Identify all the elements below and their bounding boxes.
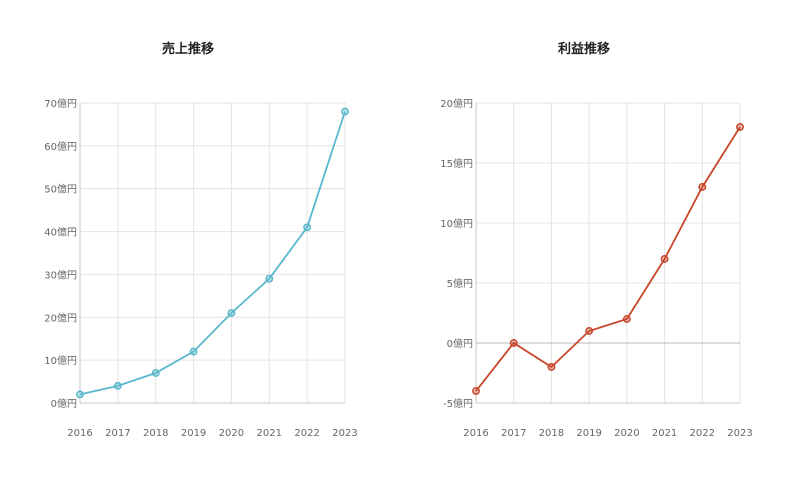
profit-x-tick-label: 2021 (652, 428, 677, 439)
sales-y-tick-label: 10億円 (44, 354, 77, 367)
sales-data-point (189, 347, 198, 356)
profit-y-tick-label: -5億円 (443, 397, 473, 410)
profit-y-tick-label: 5億円 (447, 277, 473, 290)
profit-x-tick-label: 2020 (614, 428, 639, 439)
profit-chart-title: 利益推移 (558, 41, 610, 57)
sales-data-point (265, 274, 274, 283)
profit-data-point (547, 363, 556, 371)
sales-y-tick-label: 20億円 (44, 311, 77, 324)
sales-y-tick-label: 30億円 (44, 268, 77, 281)
profit-x-tick-label: 2023 (727, 428, 752, 439)
sales-x-tick-label: 2021 (257, 428, 282, 439)
profit-data-point (736, 123, 744, 131)
profit-x-tick-label: 2016 (463, 428, 488, 439)
profit-data-point (509, 339, 518, 347)
sales-y-tick-label: 60億円 (44, 140, 77, 153)
sales-chart-title: 売上推移 (162, 41, 214, 57)
sales-data-point (151, 369, 160, 377)
sales-x-tick-label: 2020 (219, 428, 244, 439)
profit-x-tick-label: 2019 (576, 428, 601, 439)
profit-chart: 利益推移 -5億円 0億円 5億円 10億円 15億円 20億円 2016 2017 2018 20… (440, 41, 752, 439)
profit-data-point (622, 315, 631, 323)
profit-y-tick-label: 10億円 (440, 217, 473, 230)
sales-data-point (113, 381, 122, 390)
profit-data-point (660, 255, 669, 263)
sales-data-point (227, 309, 236, 317)
sales-y-tick-label: 40億円 (44, 226, 77, 239)
profit-y-tick-label: 0億円 (447, 337, 473, 350)
sales-x-tick-label: 2019 (181, 428, 206, 439)
sales-x-tick-label: 2022 (294, 428, 319, 439)
sales-y-tick-label: 50億円 (44, 183, 77, 196)
sales-y-tick-label: 70億円 (44, 97, 77, 110)
sales-x-tick-label: 2016 (67, 428, 92, 439)
sales-x-tick-label: 2017 (105, 428, 130, 439)
profit-data-point (472, 387, 480, 395)
sales-data-point (303, 223, 312, 232)
sales-series-line (79, 111, 346, 396)
sales-data-point (76, 390, 84, 399)
profit-data-point (585, 327, 594, 335)
sales-chart: 売上推移 0億円 10億円 20億円 30億円 40億円 50億円 60億円 70億円 2016 2… (44, 41, 357, 439)
sales-x-tick-label: 2023 (332, 428, 357, 439)
profit-data-point (698, 183, 707, 191)
sales-data-point (341, 107, 349, 116)
sales-y-tick-label: 0億円 (51, 397, 77, 410)
sales-x-tick-label: 2018 (143, 428, 168, 439)
profit-x-tick-label: 2022 (690, 428, 715, 439)
profit-x-tick-label: 2017 (501, 428, 526, 439)
profit-y-tick-label: 15億円 (440, 157, 473, 170)
profit-y-tick-label: 20億円 (440, 97, 473, 110)
profit-x-tick-label: 2018 (539, 428, 564, 439)
profit-series-line (475, 126, 741, 392)
